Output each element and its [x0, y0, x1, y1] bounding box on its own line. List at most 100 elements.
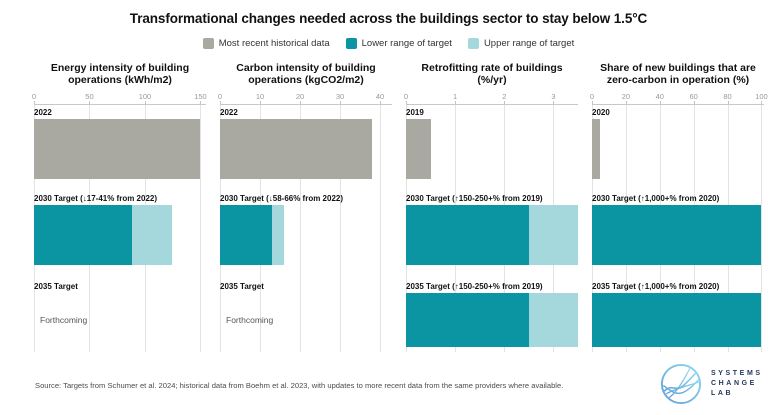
systems-change-lab-wordmark: SYSTEMS CHANGE LAB [711, 369, 763, 399]
logo-line-2: CHANGE [711, 380, 757, 387]
bar-target-2035 [592, 293, 764, 347]
x-axis: 0 1 2 3 [403, 92, 578, 104]
bar-label: 2030 Target (↑1,000+% from 2020) [592, 194, 720, 203]
axis-tick-mark [592, 101, 593, 104]
bar-segment-lower-range [34, 205, 133, 265]
bar-label: 2019 [406, 108, 424, 117]
axis-tick-mark [300, 101, 301, 104]
axis-tick-label: 100 [755, 92, 768, 101]
gridline [200, 105, 202, 352]
axis-tick-label: 40 [375, 92, 385, 101]
axis-tick-label: 0 [403, 92, 409, 101]
axis-tick-label: 10 [255, 92, 265, 101]
axis-tick-label: 2 [502, 92, 507, 101]
bar-segment-upper-range [528, 205, 578, 265]
bar-target-2030 [34, 205, 206, 265]
panel-title: Retrofitting rate of buildings (%/yr) [421, 61, 563, 86]
bar-label: 2035 Target (↑150-250+% from 2019) [406, 282, 543, 291]
axis-tick-mark [200, 101, 202, 104]
axis-tick-mark [340, 101, 341, 104]
panel-title: Share of new buildings that are zero-car… [600, 61, 756, 86]
bar-target-2030 [592, 205, 764, 265]
legend-label-upper-range: Upper range of target [483, 38, 575, 49]
axis-tick-label: 80 [723, 92, 732, 101]
axis-tick-mark [659, 101, 661, 104]
gridline [380, 105, 381, 352]
bar-segment-historical [34, 119, 201, 179]
logo-line-1: SYSTEMS [711, 370, 763, 377]
bar-label: 2022 [34, 108, 52, 117]
bar-segment-historical [592, 119, 601, 179]
panel-title: Carbon intensity of building operations … [236, 61, 376, 86]
axis-tick-label: 20 [295, 92, 305, 101]
logo-line-3: LAB [711, 390, 734, 397]
plot-area: 0 1 2 3 2019 2030 Target (↑150-250+% from 2… [403, 92, 578, 352]
row-historical: 2020 [592, 105, 764, 179]
systems-change-lab-logo: SYSTEMS CHANGE LAB [660, 363, 763, 405]
axis-tick-label: 40 [655, 92, 664, 101]
row-target-2035: 2035 Target Forthcoming [34, 265, 206, 325]
row-target-2035: 2035 Target (↑1,000+% from 2020) [592, 265, 764, 347]
gridline [340, 105, 341, 352]
axis-tick-mark [260, 101, 261, 104]
axis-tick-label: 1 [453, 92, 458, 101]
bar-historical [592, 119, 764, 179]
bar-segment-lower-range [220, 205, 272, 265]
axis-tick-mark [625, 101, 627, 104]
legend-swatch-lower-range [345, 38, 357, 49]
bar-label: 2022 [220, 108, 238, 117]
bar-target-2035 [406, 293, 578, 347]
bar-target-2030 [220, 205, 392, 265]
panel-energy-intensity: Energy intensity of building operations … [28, 59, 214, 352]
source-note: Source: Targets from Schumer et al. 2024… [35, 381, 564, 390]
page-title: Transformational changes needed across t… [129, 11, 648, 26]
row-target-2035: 2035 Target Forthcoming [220, 265, 392, 325]
axis-tick-label: 20 [621, 92, 631, 101]
gridline [300, 105, 301, 352]
axis-tick-label: 3 [551, 92, 556, 101]
systems-change-lab-icon [660, 363, 702, 405]
plot-box: 2022 2030 Target (↓58-66% from 2022) 203… [220, 104, 392, 352]
axis-tick-mark [220, 101, 221, 104]
bar-segment-lower-range [406, 205, 529, 265]
bar-label: 2035 Target [34, 282, 78, 291]
bar-label: 2030 Target (↑150-250+% from 2019) [406, 194, 543, 203]
panel-zero-carbon-share: Share of new buildings that are zero-car… [586, 59, 772, 352]
axis-tick-mark [380, 101, 381, 104]
bar-segment-upper-range [132, 205, 173, 265]
panel-retrofitting-rate: Retrofitting rate of buildings (%/yr) 0 1… [400, 59, 586, 352]
axis-tick-mark [761, 101, 763, 104]
legend-item-upper-range: Upper range of target [467, 38, 575, 49]
row-target-2030: 2030 Target (↑1,000+% from 2020) [592, 179, 764, 265]
x-axis: 0 50 100 150 [31, 92, 207, 104]
axis-tick-label: 150 [194, 92, 207, 101]
bar-label: 2020 [592, 108, 610, 117]
bar-segment-lower-range [592, 293, 762, 347]
bar-segment-upper-range [271, 205, 284, 265]
legend: Most recent historical data Lower range … [0, 38, 777, 49]
axis-tick-mark [34, 101, 35, 104]
forthcoming-note: Forthcoming [226, 315, 274, 325]
row-historical: 2022 [34, 105, 206, 179]
forthcoming-note: Forthcoming [40, 315, 88, 325]
plot-box: 2019 2030 Target (↑150-250+% from 2019) … [406, 104, 578, 352]
axis-tick-label: 0 [31, 92, 37, 101]
legend-label-historical: Most recent historical data [218, 38, 330, 49]
axis-tick-mark [406, 101, 407, 104]
bar-segment-upper-range [528, 293, 578, 347]
axis-tick-mark [553, 101, 555, 104]
bar-segment-lower-range [406, 293, 529, 347]
row-target-2030: 2030 Target (↓58-66% from 2022) [220, 179, 392, 265]
plot-box: 2022 2030 Target (↓17-41% from 2022) 203… [34, 104, 206, 352]
legend-item-lower-range: Lower range of target [345, 38, 452, 49]
axis-tick-mark [144, 101, 146, 104]
axis-tick-label: 60 [689, 92, 698, 101]
bar-target-2030 [406, 205, 578, 265]
plot-box: 2020 2030 Target (↑1,000+% from 2020) 20… [592, 104, 764, 352]
bar-historical [34, 119, 206, 179]
bar-label: 2030 Target (↓58-66% from 2022) [220, 194, 344, 203]
legend-item-historical: Most recent historical data [202, 38, 330, 49]
plot-area: 0 10 20 30 40 2022 2030 Target (↓58-66% from… [218, 92, 392, 352]
chart-panels: Energy intensity of building operations … [28, 59, 774, 352]
bar-label: 2030 Target (↓17-41% from 2022) [34, 194, 158, 203]
